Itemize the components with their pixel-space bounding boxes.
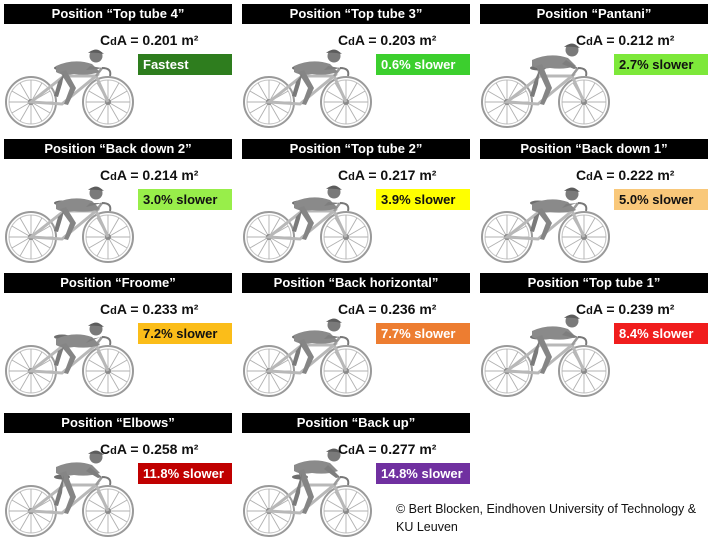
cda-rest: A = 0.277 m² <box>354 441 437 457</box>
speed-difference-badge: 14.8% slower <box>376 463 470 484</box>
drag-area-value: CdA = 0.277 m² <box>338 441 436 457</box>
cda-c: C <box>576 301 587 317</box>
cda-c: C <box>576 167 587 183</box>
cyclist-illustration <box>481 187 610 263</box>
copyright-credit: © Bert Blocken, Eindhoven University of … <box>396 502 697 534</box>
position-title: Position “Pantani” <box>480 4 708 24</box>
cda-rest: A = 0.239 m² <box>592 301 675 317</box>
cda-rest: A = 0.233 m² <box>116 301 199 317</box>
cda-c: C <box>338 441 349 457</box>
cda-c: C <box>100 32 111 48</box>
cda-c: C <box>338 301 349 317</box>
cda-subscript: d <box>348 305 355 317</box>
position-title: Position “Top tube 4” <box>4 4 232 24</box>
cda-subscript: d <box>586 305 593 317</box>
position-title: Position “Top tube 3” <box>242 4 470 24</box>
position-panel: Position “Pantani” CdA = 0.212 m² 2.7% s… <box>480 4 708 134</box>
cda-subscript: d <box>110 171 117 183</box>
position-title: Position “Back down 2” <box>4 139 232 159</box>
position-panel: Position “Back up” CdA = 0.277 m² 14.8% … <box>242 413 470 543</box>
cda-c: C <box>100 301 111 317</box>
speed-difference-badge: 7.7% slower <box>376 323 470 344</box>
position-title: Position “Elbows” <box>4 413 232 433</box>
drag-area-value: CdA = 0.212 m² <box>576 32 674 48</box>
cda-rest: A = 0.212 m² <box>592 32 675 48</box>
cyclist-illustration <box>481 43 610 128</box>
cda-c: C <box>338 32 349 48</box>
position-title: Position “Back horizontal” <box>242 273 470 293</box>
cda-subscript: d <box>586 36 593 48</box>
position-panel: Position “Back down 2” CdA = 0.214 m² 3.… <box>4 139 232 269</box>
position-title: Position “Froome” <box>4 273 232 293</box>
cda-c: C <box>100 441 111 457</box>
drag-area-value: CdA = 0.214 m² <box>100 167 198 183</box>
speed-difference-badge: 3.9% slower <box>376 189 470 210</box>
position-panel: Position “Froome” CdA = 0.233 m² 7.2% sl… <box>4 273 232 403</box>
drag-area-value: CdA = 0.203 m² <box>338 32 436 48</box>
speed-difference-badge: 8.4% slower <box>614 323 708 344</box>
speed-difference-badge: 5.0% slower <box>614 189 708 210</box>
drag-area-value: CdA = 0.201 m² <box>100 32 198 48</box>
speed-difference-badge: Fastest <box>138 54 232 75</box>
cda-subscript: d <box>586 171 593 183</box>
position-title: Position “Back up” <box>242 413 470 433</box>
position-panel: Position “Back down 1” CdA = 0.222 m² 5.… <box>480 139 708 269</box>
cda-rest: A = 0.214 m² <box>116 167 199 183</box>
cda-rest: A = 0.217 m² <box>354 167 437 183</box>
speed-difference-badge: 7.2% slower <box>138 323 232 344</box>
cda-c: C <box>576 32 587 48</box>
position-panel: Position “Top tube 1” CdA = 0.239 m² 8.4… <box>480 273 708 403</box>
drag-area-value: CdA = 0.217 m² <box>338 167 436 183</box>
cyclist-illustration <box>243 318 372 397</box>
cyclist-illustration <box>243 49 372 128</box>
position-panel: Position “Elbows” CdA = 0.258 m² 11.8% s… <box>4 413 232 543</box>
cyclist-illustration <box>243 185 372 263</box>
position-title: Position “Back down 1” <box>480 139 708 159</box>
position-panel: Position “Top tube 4” CdA = 0.201 m² Fas… <box>4 4 232 134</box>
drag-area-value: CdA = 0.233 m² <box>100 301 198 317</box>
cda-rest: A = 0.203 m² <box>354 32 437 48</box>
position-panel: Position “Back horizontal” CdA = 0.236 m… <box>242 273 470 403</box>
cyclist-illustration <box>5 186 134 263</box>
cda-subscript: d <box>110 305 117 317</box>
speed-difference-badge: 11.8% slower <box>138 463 232 484</box>
cyclist-illustration <box>5 450 134 537</box>
drag-area-value: CdA = 0.222 m² <box>576 167 674 183</box>
speed-difference-badge: 0.6% slower <box>376 54 470 75</box>
position-title: Position “Top tube 1” <box>480 273 708 293</box>
cda-c: C <box>100 167 111 183</box>
drag-area-value: CdA = 0.236 m² <box>338 301 436 317</box>
cda-rest: A = 0.201 m² <box>116 32 199 48</box>
speed-difference-badge: 2.7% slower <box>614 54 708 75</box>
cyclist-illustration <box>5 322 134 397</box>
cyclist-illustration <box>481 314 610 397</box>
position-panel: Position “Top tube 3” CdA = 0.203 m² 0.6… <box>242 4 470 134</box>
position-title: Position “Top tube 2” <box>242 139 470 159</box>
position-panel: Position “Top tube 2” CdA = 0.217 m² 3.9… <box>242 139 470 269</box>
cda-rest: A = 0.258 m² <box>116 441 199 457</box>
cda-subscript: d <box>110 445 117 457</box>
cda-subscript: d <box>348 445 355 457</box>
cda-subscript: d <box>110 36 117 48</box>
cda-rest: A = 0.236 m² <box>354 301 437 317</box>
speed-difference-badge: 3.0% slower <box>138 189 232 210</box>
cda-subscript: d <box>348 171 355 183</box>
cda-rest: A = 0.222 m² <box>592 167 675 183</box>
cyclist-illustration <box>243 448 372 537</box>
cda-subscript: d <box>348 36 355 48</box>
drag-area-value: CdA = 0.258 m² <box>100 441 198 457</box>
drag-area-value: CdA = 0.239 m² <box>576 301 674 317</box>
cda-c: C <box>338 167 349 183</box>
cyclist-illustration <box>5 49 134 128</box>
